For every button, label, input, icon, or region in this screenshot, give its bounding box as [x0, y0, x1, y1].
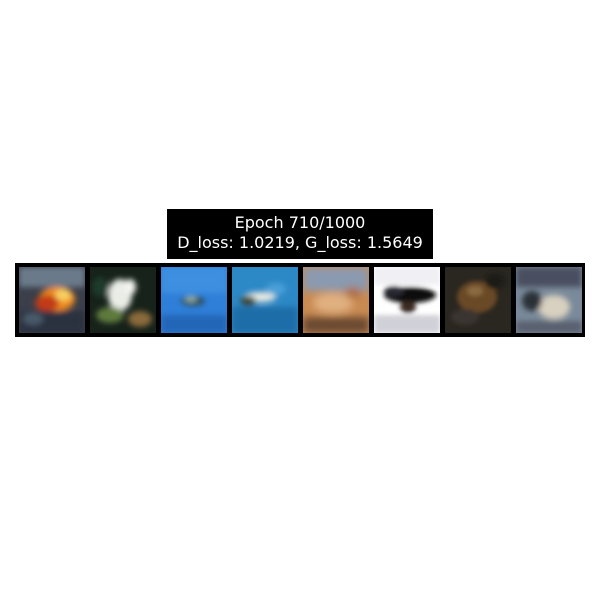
- generated-sample-image: [516, 267, 582, 333]
- loss-label: D_loss: 1.0219, G_loss: 1.5649: [177, 233, 423, 252]
- generated-sample-image: [161, 267, 227, 333]
- plot-title: Epoch 710/1000 D_loss: 1.0219, G_loss: 1…: [167, 209, 433, 259]
- generated-sample-image: [232, 267, 298, 333]
- generated-sample-image: [445, 267, 511, 333]
- epoch-label: Epoch 710/1000: [234, 213, 366, 232]
- generated-sample-image: [303, 267, 369, 333]
- generated-sample-image: [90, 267, 156, 333]
- sample-image-grid: [15, 263, 585, 337]
- generated-sample-image: [374, 267, 440, 333]
- generated-sample-image: [19, 267, 85, 333]
